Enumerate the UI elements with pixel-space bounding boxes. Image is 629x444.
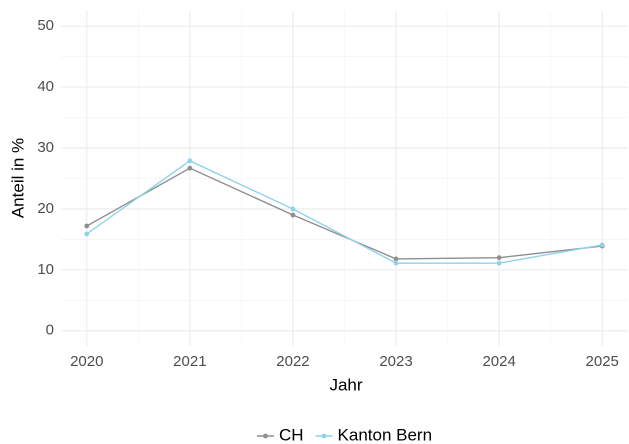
legend-key-point xyxy=(263,433,268,439)
data-point xyxy=(599,242,605,248)
x-tick-label: 2021 xyxy=(173,353,206,370)
y-tick-label: 20 xyxy=(37,200,54,217)
x-tick-label: 2023 xyxy=(379,353,412,370)
data-point xyxy=(290,212,296,218)
grid xyxy=(61,11,628,346)
data-point xyxy=(187,165,193,171)
legend-label: Kanton Bern xyxy=(338,425,433,444)
data-point xyxy=(393,256,399,262)
y-tick-label: 10 xyxy=(37,261,54,278)
legend-key-point xyxy=(321,433,327,439)
data-point xyxy=(290,206,296,212)
data-point xyxy=(84,223,90,229)
series-line xyxy=(86,160,603,264)
x-tick-label: 2020 xyxy=(70,353,103,370)
y-tick-label: 50 xyxy=(37,17,54,34)
legend-item: CH xyxy=(256,425,304,444)
x-axis-title: Jahr xyxy=(329,375,362,394)
series-line xyxy=(86,167,603,260)
x-tick-label: 2025 xyxy=(586,353,619,370)
data-point xyxy=(84,231,90,237)
legend: CH Kanton Bern xyxy=(256,425,433,444)
y-axis-title: Anteil in % xyxy=(8,138,27,218)
legend-label: CH xyxy=(279,425,304,444)
data-point xyxy=(187,158,193,164)
data-point xyxy=(496,260,502,266)
legend-item: Kanton Bern xyxy=(315,425,433,444)
y-tick-label: 30 xyxy=(37,139,54,156)
y-tick-label: 0 xyxy=(46,322,54,339)
x-tick-label: 2024 xyxy=(482,353,515,370)
x-tick-label: 2022 xyxy=(276,353,309,370)
data-point xyxy=(393,260,399,266)
y-tick-label: 40 xyxy=(37,78,54,95)
data-point xyxy=(496,255,502,261)
